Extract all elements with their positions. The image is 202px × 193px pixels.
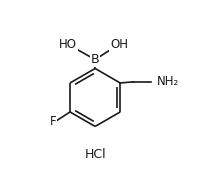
Text: HCl: HCl xyxy=(84,148,105,161)
Text: OH: OH xyxy=(109,38,127,51)
Text: F: F xyxy=(49,115,56,129)
Text: HO: HO xyxy=(58,38,76,51)
Text: NH₂: NH₂ xyxy=(156,75,178,88)
Text: B: B xyxy=(90,53,99,66)
